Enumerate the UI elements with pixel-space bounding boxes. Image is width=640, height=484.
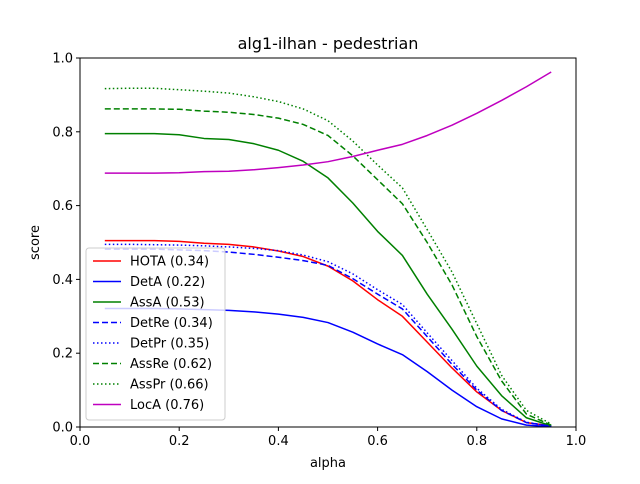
x-tick-label: 0.6 bbox=[367, 434, 388, 449]
y-axis-ticks: 0.0 0.2 0.4 0.6 0.8 1.0 bbox=[52, 52, 80, 436]
legend-label-5: AssRe (0.62) bbox=[130, 357, 212, 372]
y-axis-label: score bbox=[28, 225, 43, 260]
y-tick-label: 0.4 bbox=[52, 273, 73, 288]
x-tick-label: 0.0 bbox=[70, 434, 91, 449]
plot-frame bbox=[79, 57, 577, 428]
x-tick-label: 0.2 bbox=[169, 434, 190, 449]
y-tick-label: 1.0 bbox=[52, 52, 73, 67]
x-tick-label: 1.0 bbox=[566, 434, 587, 449]
series-line-4 bbox=[104, 243, 552, 428]
legend: HOTA (0.34) DetA (0.22) AssA (0.53) DetRe (… bbox=[85, 247, 226, 421]
y-tick-label: 0.8 bbox=[52, 125, 73, 140]
legend-label-4: DetPr (0.35) bbox=[130, 337, 209, 352]
legend-label-3: DetRe (0.34) bbox=[130, 316, 213, 331]
y-tick-label: 0.6 bbox=[52, 199, 73, 214]
legend-label-2: AssA (0.53) bbox=[130, 296, 205, 311]
series-line-7 bbox=[104, 71, 552, 174]
x-tick-label: 0.4 bbox=[268, 434, 289, 449]
x-axis-ticks: 0.0 0.2 0.4 0.6 0.8 1.0 bbox=[70, 427, 587, 449]
legend-box bbox=[85, 247, 226, 421]
series-line-2 bbox=[104, 132, 552, 427]
legend-label-0: HOTA (0.34) bbox=[130, 255, 209, 270]
series-line-5 bbox=[104, 108, 552, 426]
legend-label-7: LocA (0.76) bbox=[130, 398, 204, 413]
x-tick-label: 0.8 bbox=[466, 434, 487, 449]
y-tick-label: 0.2 bbox=[52, 347, 73, 362]
series-line-0 bbox=[104, 239, 552, 427]
y-tick-label: 0.0 bbox=[52, 421, 73, 436]
legend-label-6: AssPr (0.66) bbox=[130, 378, 209, 393]
chart-title: alg1-ilhan - pedestrian bbox=[238, 34, 419, 53]
x-axis-label: alpha bbox=[310, 456, 346, 471]
legend-label-1: DetA (0.22) bbox=[130, 275, 205, 290]
